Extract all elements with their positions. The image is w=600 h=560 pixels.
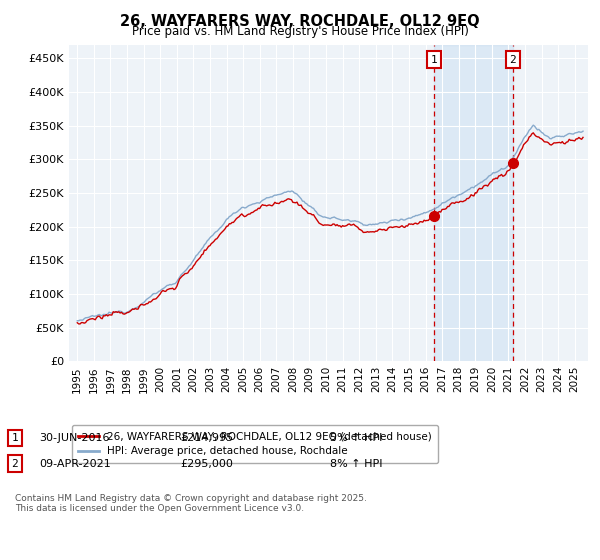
Text: 26, WAYFARERS WAY, ROCHDALE, OL12 9EQ: 26, WAYFARERS WAY, ROCHDALE, OL12 9EQ [120,14,480,29]
Bar [434,45,513,361]
Text: 8% ↑ HPI: 8% ↑ HPI [330,459,383,469]
Text: 5% ↑ HPI: 5% ↑ HPI [330,433,382,443]
Text: £214,995: £214,995 [180,433,233,443]
Text: 2: 2 [509,55,516,64]
Text: 30-JUN-2016: 30-JUN-2016 [39,433,110,443]
Text: 09-APR-2021: 09-APR-2021 [39,459,111,469]
Text: 1: 1 [430,55,437,64]
Text: Price paid vs. HM Land Registry's House Price Index (HPI): Price paid vs. HM Land Registry's House … [131,25,469,38]
Legend: 26, WAYFARERS WAY, ROCHDALE, OL12 9EQ (detached house), HPI: Average price, deta: 26, WAYFARERS WAY, ROCHDALE, OL12 9EQ (d… [71,425,438,463]
Text: 2: 2 [11,459,19,469]
Text: 1: 1 [11,433,19,443]
Text: £295,000: £295,000 [180,459,233,469]
Text: Contains HM Land Registry data © Crown copyright and database right 2025.
This d: Contains HM Land Registry data © Crown c… [15,494,367,514]
